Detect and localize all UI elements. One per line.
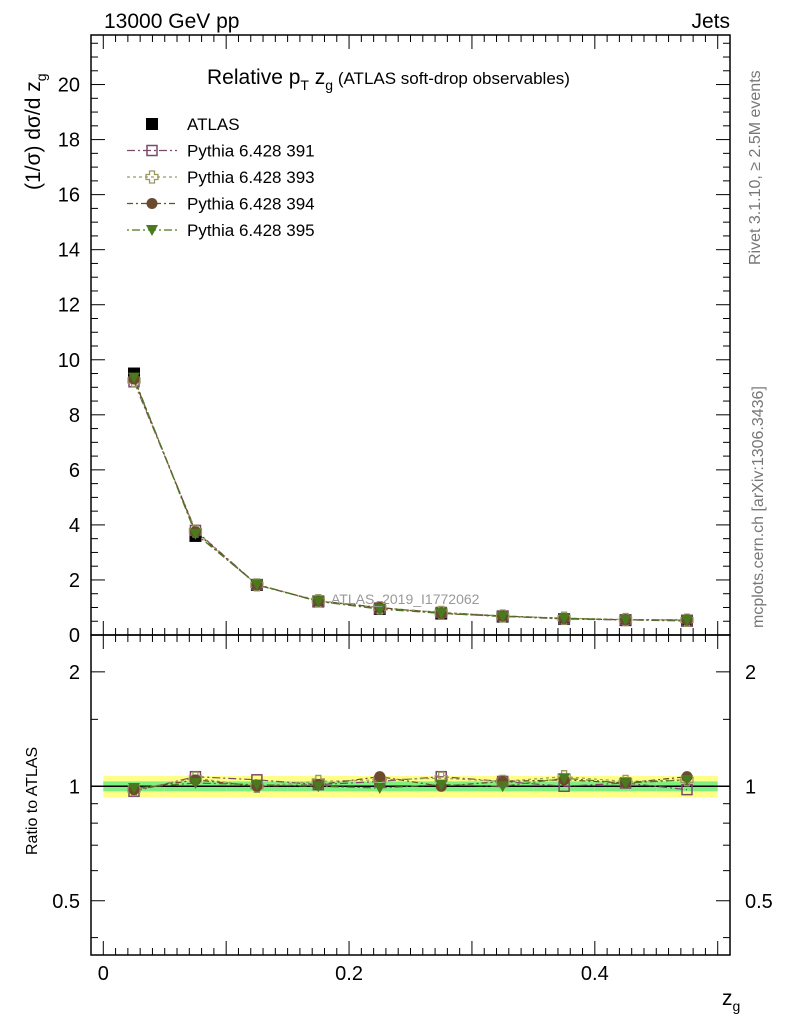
main-series-line xyxy=(133,381,688,622)
x-tick-label: 0 xyxy=(98,963,109,985)
ratio-y-tick-label-right: 1 xyxy=(745,776,756,798)
plot-title: Relative pT zg (ATLAS soft-drop observab… xyxy=(207,66,570,93)
main-y-label-sub: g xyxy=(33,73,49,81)
ratio-y-tick-label: 2 xyxy=(69,662,80,684)
ratio-point xyxy=(189,778,202,790)
rivet-label: Rivet 3.1.10, ≥ 2.5M events xyxy=(747,70,764,265)
main-y-label-main: (1/σ) dσ/d z xyxy=(22,81,45,190)
main-series-line xyxy=(133,377,687,621)
main-y-tick-label: 12 xyxy=(58,295,80,317)
legend-marker xyxy=(146,225,158,236)
main-y-tick-label: 10 xyxy=(58,350,80,372)
ratio-point xyxy=(619,778,632,790)
main-y-tick-label: 18 xyxy=(58,130,80,152)
legend-label: Pythia 6.428 394 xyxy=(187,195,315,214)
legend-marker xyxy=(145,170,159,184)
ratio-axis-ticks: 0 0.2 0.4 0.5 0.5 1 1 2 2 xyxy=(52,635,773,985)
legend-marker xyxy=(146,198,158,209)
mc-point xyxy=(373,604,386,616)
x-axis-label-main: z xyxy=(722,987,733,1010)
ratio-point xyxy=(496,781,509,793)
ratio-point xyxy=(374,771,386,783)
ratio-point xyxy=(680,774,693,786)
ratio-y-tick-label-right: 2 xyxy=(745,662,756,684)
legend-label: ATLAS xyxy=(187,115,240,134)
plot-title-sub2: g xyxy=(325,77,333,93)
legend-label: Pythia 6.428 393 xyxy=(187,168,315,187)
main-y-label: (1/σ) dσ/d zg xyxy=(22,73,49,190)
main-y-tick-label: 16 xyxy=(58,185,80,207)
main-y-tick-label: 8 xyxy=(69,405,80,427)
header-right: Jets xyxy=(691,10,730,33)
analysis-watermark: ATLAS_2019_I1772062 xyxy=(331,591,480,607)
mc-point xyxy=(496,611,509,623)
legend-marker xyxy=(146,144,158,157)
x-axis-label: zg xyxy=(722,987,740,1014)
mc-point xyxy=(619,614,632,626)
legend-label: Pythia 6.428 395 xyxy=(187,221,315,240)
plot-title-paren: (ATLAS soft-drop observables) xyxy=(333,69,570,88)
x-tick-label: 0.4 xyxy=(581,963,609,985)
main-series-line xyxy=(133,378,687,621)
mc-point xyxy=(128,372,141,384)
plot-title-sub1: T xyxy=(300,77,309,93)
mc-point xyxy=(312,596,325,608)
ratio-series-layer xyxy=(127,770,694,798)
mc-point xyxy=(435,608,448,620)
mc-point xyxy=(680,615,693,627)
ratio-y-label: Ratio to ATLAS xyxy=(24,747,41,855)
header-left: 13000 GeV pp xyxy=(104,10,239,33)
main-y-tick-label: 2 xyxy=(69,570,80,592)
ratio-y-tick-label: 1 xyxy=(69,776,80,798)
main-axis-ticks: 0 2 4 6 8 10 12 14 16 18 20 xyxy=(58,35,730,647)
plot-title-mid: z xyxy=(309,66,325,89)
main-series-layer xyxy=(127,367,694,627)
ratio-point xyxy=(558,773,571,785)
ratio-y-tick-label-right: 0.5 xyxy=(745,891,773,913)
ratio-point xyxy=(250,779,263,791)
main-y-tick-label: 14 xyxy=(58,240,80,262)
x-tick-label: 0.2 xyxy=(335,963,363,985)
mc-point xyxy=(250,579,263,591)
main-y-tick-label: 0 xyxy=(69,625,80,647)
mcplots-label: mcplots.cern.ch [arXiv:1306.3436] xyxy=(750,386,767,628)
ratio-series-line xyxy=(133,776,688,791)
mc-point xyxy=(189,528,202,540)
ratio-point xyxy=(312,781,325,793)
ratio-point xyxy=(435,779,448,791)
plot-title-main: Relative p xyxy=(207,66,300,89)
ratio-series-line xyxy=(133,777,688,789)
ratio-point xyxy=(128,782,141,794)
ratio-y-tick-label: 0.5 xyxy=(52,891,80,913)
main-y-tick-label: 4 xyxy=(69,515,80,537)
x-axis-label-sub: g xyxy=(733,998,741,1014)
legend-label: Pythia 6.428 391 xyxy=(187,142,315,161)
main-series-line xyxy=(133,380,687,621)
legend-marker xyxy=(146,118,158,130)
mc-point xyxy=(558,613,571,625)
ratio-series-line xyxy=(133,776,688,791)
main-y-tick-label: 6 xyxy=(69,460,80,482)
ratio-point xyxy=(373,782,386,794)
legend: ATLAS Pythia 6.428 391 Pythia 6.428 393 Pyt… xyxy=(127,115,315,240)
main-y-tick-label: 20 xyxy=(58,75,80,97)
